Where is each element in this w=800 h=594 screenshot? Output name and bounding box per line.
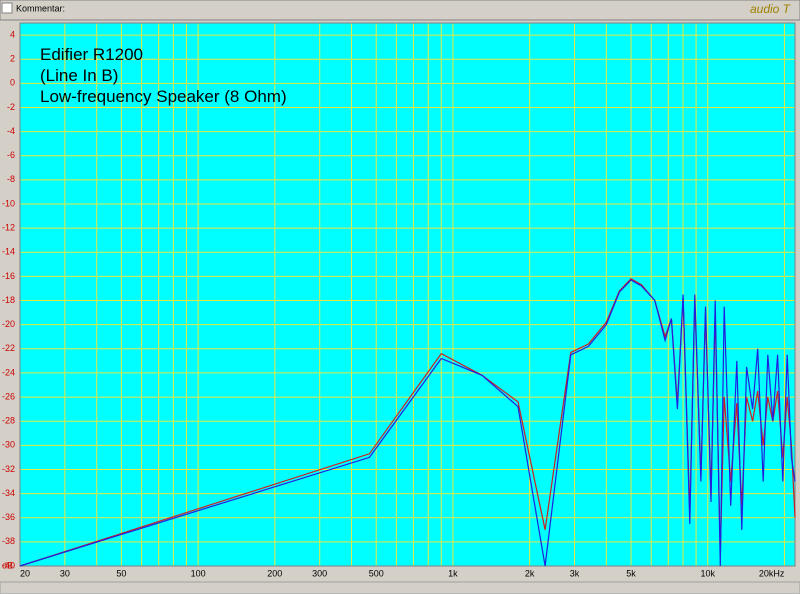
y-tick-label: -26 <box>2 391 15 401</box>
x-tick-label: 500 <box>369 568 384 578</box>
x-tick-label: 20 <box>20 568 30 578</box>
y-tick-label: -40 <box>2 560 15 570</box>
plot-border <box>19 22 796 567</box>
x-tick-label: 50 <box>116 568 126 578</box>
annotation: Low-frequency Speaker (8 Ohm) <box>40 87 287 106</box>
y-tick-label: 4 <box>10 29 15 39</box>
y-tick-label: 2 <box>10 54 15 64</box>
y-unit: dB <box>2 560 13 570</box>
y-tick-label: -34 <box>2 488 15 498</box>
y-tick-label: -28 <box>2 416 15 426</box>
y-tick-label: -32 <box>2 464 15 474</box>
x-tick-label: 5k <box>626 568 636 578</box>
x-tick-label: 20kHz <box>759 568 785 578</box>
status-bar <box>0 581 800 594</box>
x-tick-label: 30 <box>60 568 70 578</box>
y-tick-label: 0 <box>10 78 15 88</box>
x-tick-label: 100 <box>191 568 206 578</box>
y-tick-label: -12 <box>2 223 15 233</box>
plot-area <box>20 23 795 566</box>
series-line <box>19 279 796 567</box>
y-tick-label: -24 <box>2 367 15 377</box>
x-tick-label: 3k <box>570 568 580 578</box>
y-tick-label: -20 <box>2 319 15 329</box>
y-tick-label: -6 <box>7 150 15 160</box>
y-tick-label: -4 <box>7 126 15 136</box>
y-tick-label: -10 <box>2 198 15 208</box>
toolbar <box>0 0 800 21</box>
y-tick-label: -38 <box>2 536 15 546</box>
y-tick-label: -14 <box>2 247 15 257</box>
x-tick-label: 1k <box>448 568 458 578</box>
annotation: Edifier R1200 <box>40 45 143 64</box>
annotation: (Line In B) <box>40 66 118 85</box>
toolbar-icon <box>1 2 13 14</box>
y-tick-label: -2 <box>7 102 15 112</box>
y-tick-label: -16 <box>2 271 15 281</box>
y-tick-label: -30 <box>2 440 15 450</box>
y-tick-label: -36 <box>2 512 15 522</box>
x-tick-label: 10k <box>700 568 715 578</box>
x-tick-label: 2k <box>525 568 535 578</box>
y-tick-label: -22 <box>2 343 15 353</box>
brand: audio T <box>750 2 792 16</box>
toolbar-label: Kommentar: <box>16 3 65 13</box>
y-tick-label: -8 <box>7 174 15 184</box>
y-tick-label: -18 <box>2 295 15 305</box>
x-tick-label: 200 <box>267 568 282 578</box>
x-tick-label: 300 <box>312 568 327 578</box>
